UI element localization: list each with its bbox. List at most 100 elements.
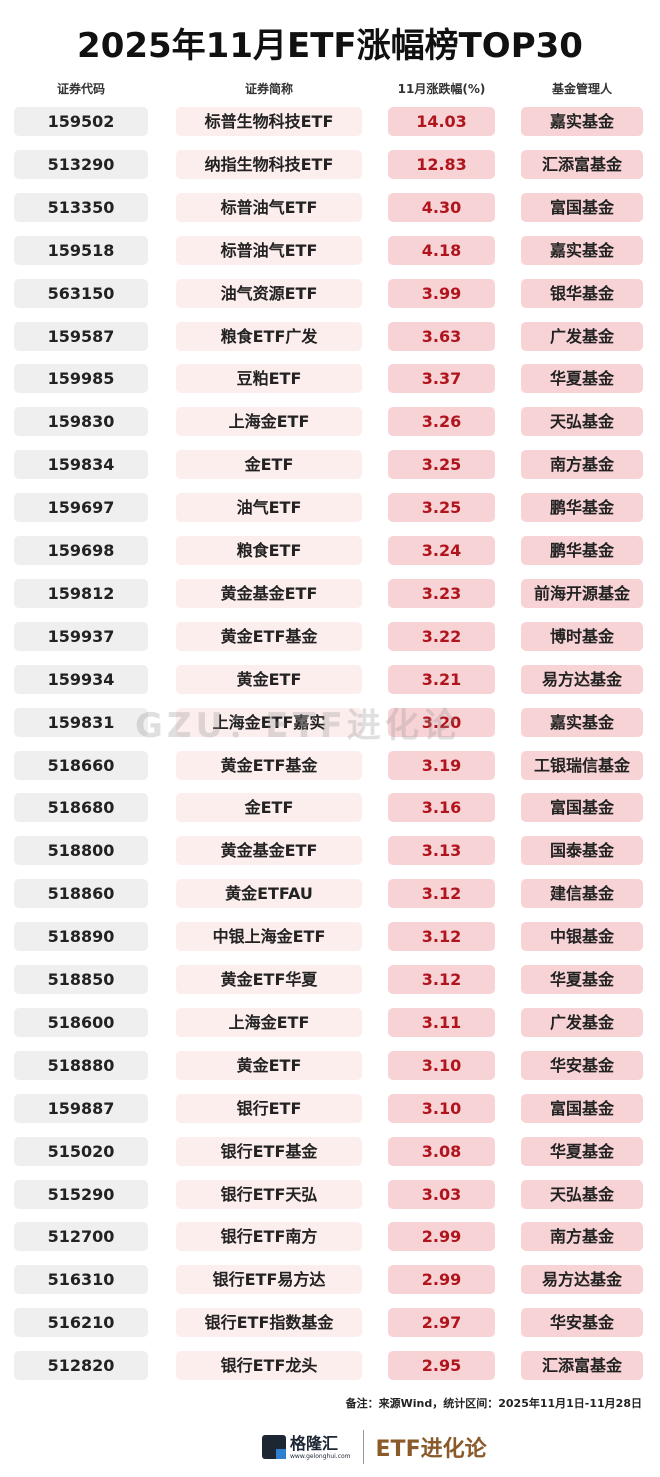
divider: [362, 1430, 364, 1464]
cell-manager: 华安基金: [521, 1308, 643, 1338]
cell-manager: 汇添富基金: [521, 149, 643, 179]
cell-name: 金ETF: [176, 450, 362, 480]
table-row: 159587 粮食ETF广发 3.63 广发基金: [0, 321, 660, 352]
brand-url: www.gelonghui.com: [290, 1452, 351, 1460]
cell-change: 3.08: [388, 1136, 495, 1166]
cell-code: 513350: [14, 192, 148, 222]
cell-code: 515290: [14, 1179, 148, 1209]
cell-name: 黄金ETF: [176, 1050, 362, 1080]
cell-change: 3.99: [388, 278, 495, 308]
table-row: 518850 黄金ETF华夏 3.12 华夏基金: [0, 965, 660, 995]
cell-name: 银行ETF天弘: [176, 1179, 362, 1209]
cell-manager: 银华基金: [521, 278, 643, 308]
cell-change: 2.99: [388, 1265, 495, 1295]
cell-code: 518680: [14, 793, 148, 823]
cell-manager: 华安基金: [521, 1050, 643, 1080]
cell-manager: 广发基金: [521, 1007, 643, 1037]
cell-code: 518860: [14, 879, 148, 909]
cell-code: 159697: [14, 493, 148, 523]
cell-change: 3.25: [388, 450, 495, 480]
table-row: 518890 中银上海金ETF 3.12 中银基金: [0, 922, 660, 952]
header-name: 证券简称: [244, 82, 293, 96]
table-row: 159697 油气ETF 3.25 鹏华基金: [0, 493, 660, 523]
cell-code: 159934: [14, 664, 148, 694]
cell-change: 3.13: [388, 836, 495, 866]
cell-code: 563150: [14, 278, 148, 308]
table-row: 159985 豆粕ETF 3.37 华夏基金: [0, 364, 660, 394]
cell-change: 2.97: [388, 1308, 495, 1338]
cell-code: 513290: [14, 149, 148, 179]
cell-manager: 天弘基金: [521, 1179, 643, 1209]
cell-change: 3.19: [388, 750, 495, 780]
table-row: 518660 黄金ETF基金 3.19 工银瑞信基金: [0, 750, 660, 781]
table-row: 159834 金ETF 3.25 南方基金: [0, 450, 660, 480]
cell-name: 上海金ETF: [176, 407, 362, 437]
cell-code: 159887: [14, 1093, 148, 1123]
table-row: 512820 银行ETF龙头 2.95 汇添富基金: [0, 1351, 660, 1381]
cell-code: 518890: [14, 922, 148, 952]
cell-change: 3.16: [388, 793, 495, 823]
cell-manager: 华夏基金: [521, 364, 643, 394]
cell-name: 油气资源ETF: [176, 278, 362, 308]
cell-name: 银行ETF易方达: [176, 1265, 362, 1295]
cell-change: 3.12: [388, 879, 495, 909]
cell-name: 标普油气ETF: [176, 235, 362, 265]
table-row: 159937 黄金ETF基金 3.22 博时基金: [0, 621, 660, 652]
cell-manager: 嘉实基金: [521, 235, 643, 265]
cell-manager: 鹏华基金: [521, 536, 643, 565]
cell-manager: 前海开源基金: [521, 578, 643, 608]
column-name: ETF进化论: [375, 1437, 487, 1462]
cell-name: 银行ETF指数基金: [176, 1308, 362, 1338]
cell-name: 上海金ETF嘉实: [176, 707, 362, 737]
page-title: 2025年11月ETF涨幅榜TOP30: [77, 26, 583, 66]
cell-code: 159937: [14, 621, 148, 651]
cell-name: 银行ETF: [176, 1093, 362, 1123]
cell-name: 银行ETF龙头: [176, 1351, 362, 1381]
cell-code: 516210: [14, 1308, 148, 1338]
cell-code: 159812: [14, 578, 148, 608]
cell-name: 豆粕ETF: [176, 364, 362, 394]
cell-manager: 嘉实基金: [521, 107, 643, 136]
cell-manager: 建信基金: [521, 879, 643, 909]
cell-change: 3.26: [388, 407, 495, 437]
cell-name: 标普生物科技ETF: [176, 107, 362, 136]
cell-change: 3.25: [388, 493, 495, 523]
table-row: 159830 上海金ETF 3.26 天弘基金: [0, 407, 660, 437]
cell-manager: 汇添富基金: [521, 1351, 643, 1381]
cell-change: 3.12: [388, 922, 495, 952]
cell-manager: 博时基金: [521, 621, 643, 651]
cell-change: 3.37: [388, 364, 495, 394]
table-row: 512700 银行ETF南方 2.99 南方基金: [0, 1222, 660, 1252]
cell-code: 159502: [14, 107, 148, 136]
table-row: 516210 银行ETF指数基金 2.97 华安基金: [0, 1308, 660, 1338]
cell-manager: 广发基金: [521, 321, 643, 351]
cell-manager: 易方达基金: [521, 664, 643, 694]
cell-manager: 富国基金: [521, 192, 643, 222]
cell-code: 159698: [14, 536, 148, 565]
cell-code: 159587: [14, 321, 148, 351]
cell-manager: 华夏基金: [521, 1136, 643, 1166]
cell-name: 中银上海金ETF: [176, 922, 362, 952]
cell-change: 3.11: [388, 1007, 495, 1037]
table-row: 518680 金ETF 3.16 富国基金: [0, 793, 660, 823]
cell-name: 黄金ETF基金: [176, 750, 362, 780]
cell-change: 14.03: [388, 107, 495, 136]
cell-name: 金ETF: [176, 793, 362, 823]
cell-change: 3.23: [388, 578, 495, 608]
table-row: 159887 银行ETF 3.10 富国基金: [0, 1093, 660, 1124]
cell-code: 159831: [14, 707, 148, 737]
cell-manager: 易方达基金: [521, 1265, 643, 1295]
cell-code: 518600: [14, 1007, 148, 1037]
cell-change: 3.10: [388, 1093, 495, 1123]
table-row: 159698 粮食ETF 3.24 鹏华基金: [0, 536, 660, 566]
header-code: 证券代码: [56, 82, 105, 96]
source-note: 备注：来源Wind，统计区间：2025年11月1日-11月28日: [345, 1397, 642, 1410]
cell-name: 粮食ETF: [176, 536, 362, 565]
table-row: 159831 上海金ETF嘉实 3.20 嘉实基金: [0, 707, 660, 738]
cell-change: 3.24: [388, 536, 495, 565]
cell-change: 12.83: [388, 149, 495, 179]
cell-code: 518850: [14, 965, 148, 994]
cell-name: 黄金ETF: [176, 664, 362, 694]
cell-change: 3.22: [388, 621, 495, 651]
